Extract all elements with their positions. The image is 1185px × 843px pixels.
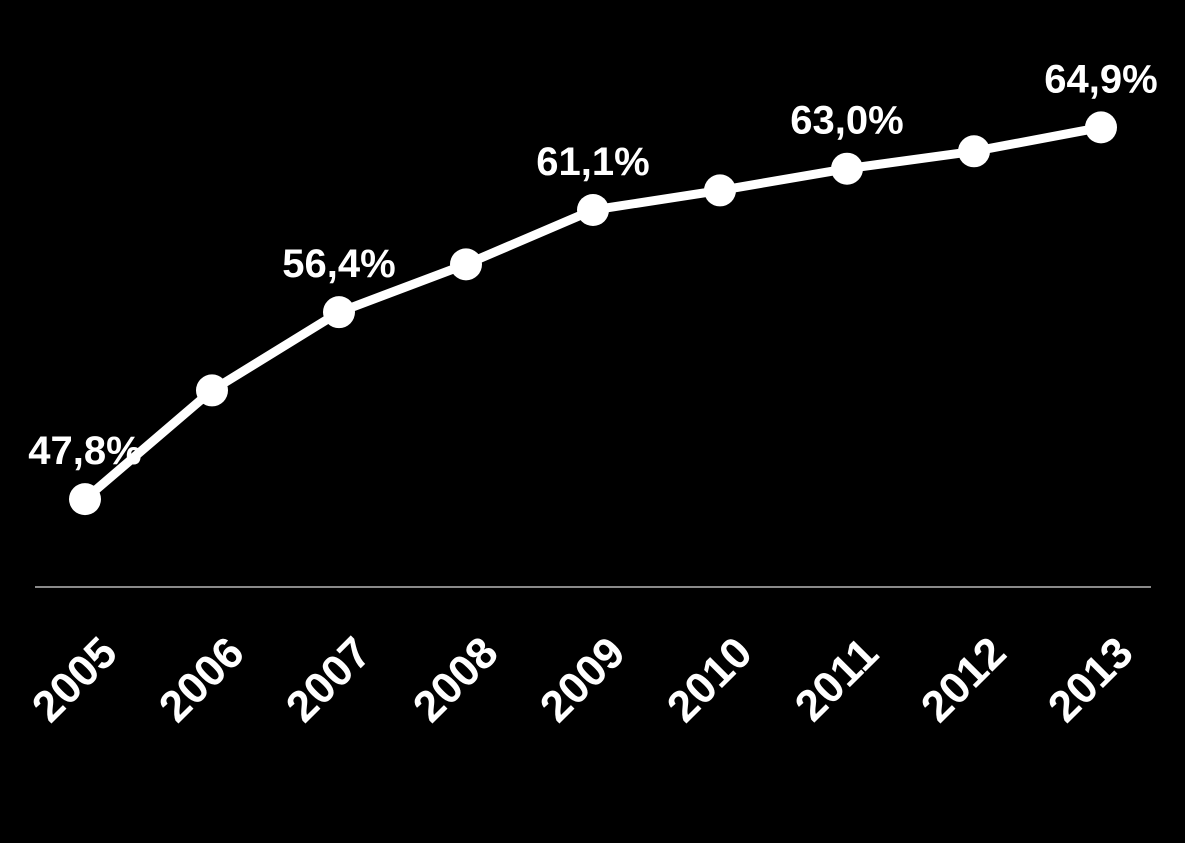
data-label: 61,1% [536,140,649,184]
data-marker [831,153,863,185]
data-label: 63,0% [790,99,903,143]
line-chart: 47,8%56,4%61,1%63,0%64,9%200520062007200… [0,0,1185,843]
data-label: 56,4% [282,242,395,286]
data-marker [69,483,101,515]
data-label: 64,9% [1044,57,1157,101]
data-marker [577,194,609,226]
data-marker [1085,111,1117,143]
data-marker [958,135,990,167]
data-marker [323,296,355,328]
data-marker [704,174,736,206]
data-marker [450,248,482,280]
data-marker [196,374,228,406]
data-label: 47,8% [28,429,141,473]
